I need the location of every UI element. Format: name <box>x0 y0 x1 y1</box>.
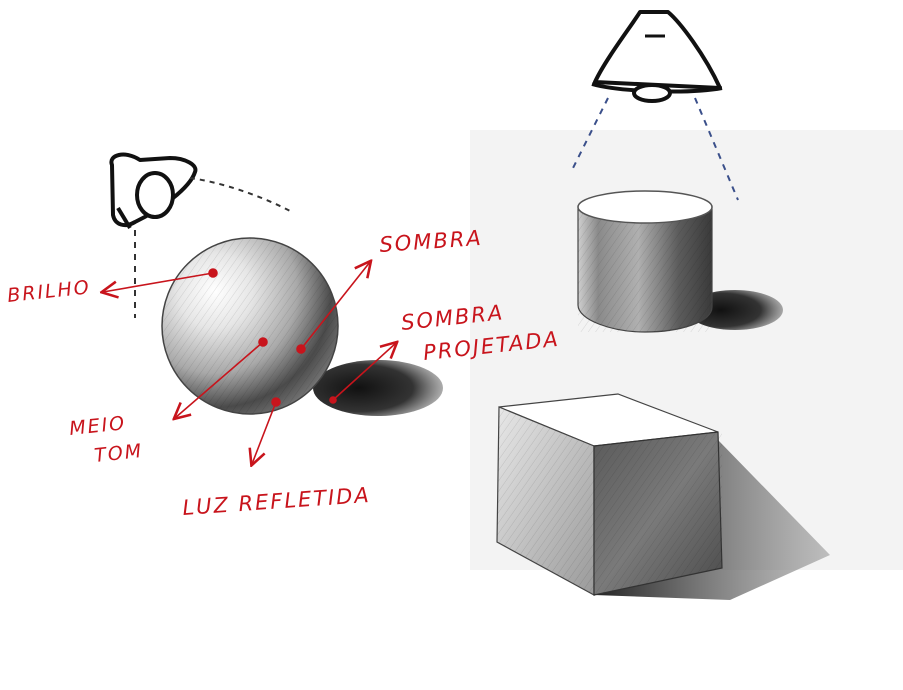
pointer-sombra <box>300 262 370 350</box>
cylinder-top <box>577 190 713 224</box>
dot-meio-tom <box>258 337 268 347</box>
label-meio-tom-1: MEIO <box>68 412 127 440</box>
dot-sombra-projetada <box>329 396 337 404</box>
pointer-sombra-projetada <box>332 343 396 401</box>
dot-sombra <box>296 344 306 354</box>
lamp-left-icon <box>109 152 198 230</box>
pointer-meio-tom <box>175 341 264 418</box>
pointer-brilho <box>103 272 214 292</box>
cylinder-hatching <box>578 207 712 332</box>
pointer-luz-refletida <box>252 401 277 464</box>
lamp-top-beam-left <box>571 97 609 171</box>
lamp-left-beam <box>189 177 293 213</box>
lamp-top-icon <box>591 10 723 103</box>
annotation-pointers <box>103 262 396 464</box>
sphere-cast-shadow <box>313 360 443 416</box>
label-brilho: BRILHO <box>6 276 92 307</box>
dot-brilho <box>208 268 218 278</box>
cube-hatching <box>497 407 722 595</box>
label-luz-refletida: LUZ REFLETIDA <box>182 483 372 520</box>
dot-luz-refletida <box>271 397 281 407</box>
label-meio-tom-2: TOM <box>93 440 144 467</box>
label-sombra: SOMBRA <box>379 226 484 257</box>
sphere-hatching <box>162 238 338 414</box>
